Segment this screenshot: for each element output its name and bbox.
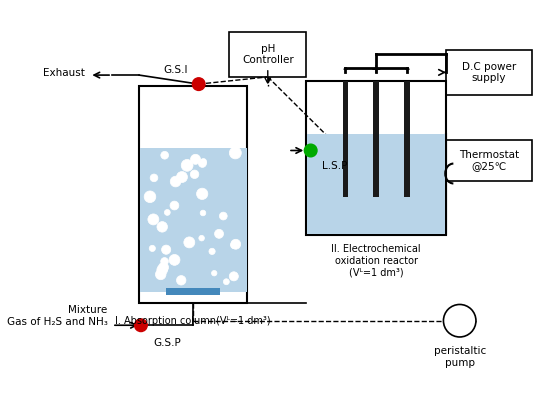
Text: pH
Controller: pH Controller bbox=[242, 43, 294, 65]
Circle shape bbox=[135, 319, 147, 332]
Text: +: + bbox=[371, 63, 382, 76]
Circle shape bbox=[158, 262, 168, 272]
Circle shape bbox=[144, 191, 156, 203]
FancyBboxPatch shape bbox=[139, 86, 248, 303]
Circle shape bbox=[162, 245, 170, 254]
Circle shape bbox=[200, 210, 206, 216]
Circle shape bbox=[212, 270, 217, 276]
Circle shape bbox=[148, 214, 159, 225]
Text: L.S.P: L.S.P bbox=[322, 161, 347, 171]
Text: -: - bbox=[404, 63, 410, 76]
FancyBboxPatch shape bbox=[229, 32, 306, 77]
Circle shape bbox=[156, 269, 166, 280]
Text: Thermostat
@25℃: Thermostat @25℃ bbox=[459, 150, 519, 171]
Circle shape bbox=[443, 305, 476, 337]
FancyBboxPatch shape bbox=[373, 82, 379, 197]
Circle shape bbox=[229, 147, 241, 159]
Circle shape bbox=[199, 235, 205, 241]
Circle shape bbox=[157, 221, 168, 232]
FancyBboxPatch shape bbox=[307, 134, 446, 234]
Circle shape bbox=[170, 201, 179, 210]
FancyBboxPatch shape bbox=[446, 140, 532, 181]
Circle shape bbox=[184, 237, 195, 248]
Circle shape bbox=[177, 275, 186, 285]
Circle shape bbox=[169, 255, 180, 265]
Circle shape bbox=[181, 160, 193, 171]
Circle shape bbox=[200, 158, 206, 165]
Circle shape bbox=[161, 151, 168, 159]
Text: -: - bbox=[343, 63, 348, 76]
Circle shape bbox=[170, 176, 181, 187]
Circle shape bbox=[231, 239, 241, 249]
Text: Mixture
Gas of H₂S and NH₃: Mixture Gas of H₂S and NH₃ bbox=[7, 305, 107, 327]
Circle shape bbox=[223, 279, 229, 285]
Circle shape bbox=[304, 144, 317, 157]
Circle shape bbox=[214, 229, 223, 238]
Circle shape bbox=[164, 210, 170, 216]
Text: II. Electrochemical
oxidation reactor
(Vᴸ=1 dm³): II. Electrochemical oxidation reactor (V… bbox=[331, 244, 421, 277]
Circle shape bbox=[190, 170, 199, 178]
FancyBboxPatch shape bbox=[306, 82, 446, 235]
Circle shape bbox=[229, 272, 238, 281]
Circle shape bbox=[149, 245, 156, 251]
Text: Exhaust: Exhaust bbox=[43, 68, 85, 78]
FancyBboxPatch shape bbox=[166, 288, 221, 295]
Text: D.C power
supply: D.C power supply bbox=[462, 61, 516, 83]
Circle shape bbox=[192, 78, 205, 91]
FancyBboxPatch shape bbox=[446, 50, 532, 95]
Text: G.S.I: G.S.I bbox=[163, 65, 188, 75]
FancyBboxPatch shape bbox=[343, 82, 348, 197]
Circle shape bbox=[157, 264, 168, 275]
Circle shape bbox=[219, 212, 227, 220]
FancyBboxPatch shape bbox=[404, 82, 410, 197]
Circle shape bbox=[209, 248, 215, 255]
Circle shape bbox=[230, 242, 238, 249]
Circle shape bbox=[161, 258, 168, 265]
Circle shape bbox=[199, 160, 206, 167]
Text: I. Absorption column(Vᴸ=1 dm³): I. Absorption column(Vᴸ=1 dm³) bbox=[116, 316, 271, 326]
Text: G.S.P: G.S.P bbox=[153, 338, 182, 348]
Circle shape bbox=[177, 171, 188, 182]
Circle shape bbox=[150, 174, 158, 182]
FancyBboxPatch shape bbox=[140, 147, 246, 292]
Circle shape bbox=[196, 188, 208, 199]
Circle shape bbox=[190, 154, 201, 164]
Text: peristaltic
pump: peristaltic pump bbox=[433, 346, 486, 368]
